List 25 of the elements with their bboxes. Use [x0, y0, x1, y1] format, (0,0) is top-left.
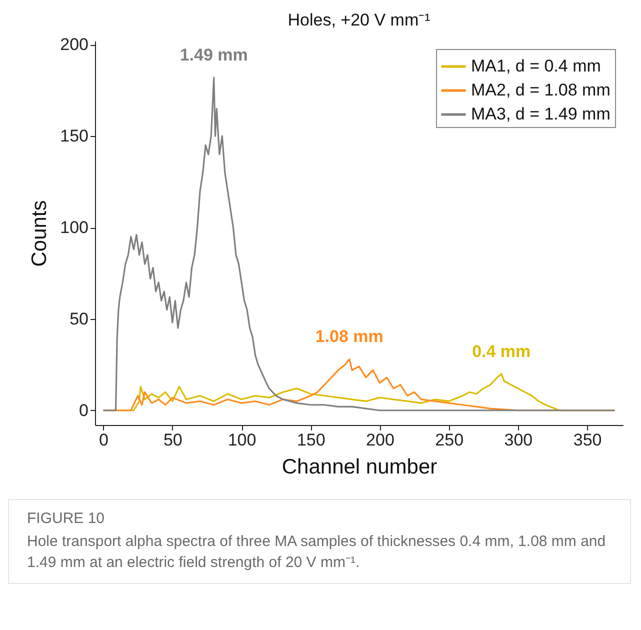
- x-tick-label: 100: [228, 430, 256, 450]
- x-tick-label: 0: [99, 430, 109, 450]
- y-tick-label: 200: [60, 35, 88, 54]
- x-tick-label: 150: [296, 430, 326, 450]
- annotation: 0.4 mm: [472, 342, 531, 361]
- legend-label: MA3, d = 1.49 mm: [471, 104, 610, 124]
- y-tick-label: 150: [60, 126, 88, 146]
- x-tick-label: 200: [366, 430, 394, 450]
- x-tick-label: 300: [504, 430, 533, 450]
- annotation: 1.49 mm: [180, 46, 248, 65]
- text: Hole transport alpha spectra of three MA samples of thicknesses 0.4 mm, 1.08 mm and 1.49 mm at an electric field strength of 20 V mm⁻¹.: [27, 532, 607, 573]
- y-axis-title: Counts: [28, 200, 52, 267]
- chart-title: Holes, +20 V mm⁻¹: [288, 10, 431, 30]
- y-tick-label: 0: [79, 400, 88, 420]
- x-axis-title: Channel number: [282, 456, 438, 478]
- x-tick-label: 350: [573, 430, 602, 450]
- x-tick-label: 250: [435, 430, 464, 450]
- line-series: [102, 76, 616, 412]
- annotation: 1.08 mm: [315, 327, 384, 346]
- y-tick-label: 100: [60, 218, 88, 238]
- y-tick-label: 50: [70, 309, 88, 328]
- legend-label: MA1, d = 0.4 mm: [471, 56, 601, 76]
- x-tick-label: 50: [163, 430, 182, 450]
- legend-label: MA2, d = 1.08 mm: [471, 80, 610, 100]
- caption: FIGURE 10: [27, 510, 106, 527]
